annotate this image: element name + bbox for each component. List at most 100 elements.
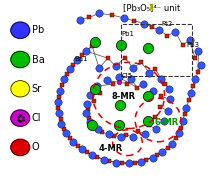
Point xyxy=(97,12,101,15)
Point xyxy=(96,128,100,131)
Text: Pb1: Pb1 xyxy=(121,31,134,37)
Point xyxy=(160,95,163,98)
Point xyxy=(89,93,92,96)
Point xyxy=(21,115,25,119)
Point xyxy=(71,140,75,143)
Point xyxy=(151,156,154,159)
Point xyxy=(68,67,72,70)
Point xyxy=(85,102,89,105)
Point xyxy=(19,114,22,117)
Point xyxy=(153,116,157,119)
Point xyxy=(90,44,94,47)
Text: Sr: Sr xyxy=(32,84,42,94)
Text: Pb: Pb xyxy=(32,25,44,35)
Point xyxy=(90,153,93,156)
Point xyxy=(127,162,130,165)
Point xyxy=(179,126,183,129)
Point xyxy=(185,106,188,109)
Point xyxy=(80,54,84,57)
Point xyxy=(93,87,97,90)
Point xyxy=(160,78,163,81)
Point xyxy=(174,137,178,140)
Point xyxy=(60,84,64,87)
Point xyxy=(16,115,19,119)
Point xyxy=(168,98,172,101)
Point xyxy=(57,112,61,115)
Point xyxy=(140,61,143,64)
Point xyxy=(146,47,150,50)
Point xyxy=(142,22,146,25)
Point xyxy=(84,50,88,53)
Point xyxy=(117,76,121,79)
Point xyxy=(80,148,83,151)
Point xyxy=(16,118,19,121)
Point xyxy=(141,83,145,86)
Text: 6-MR: 6-MR xyxy=(155,118,179,127)
Point xyxy=(167,87,171,90)
Point xyxy=(65,132,68,135)
Point xyxy=(59,122,63,125)
Point xyxy=(117,123,121,126)
Point xyxy=(57,95,61,98)
Circle shape xyxy=(11,81,30,97)
Text: [Pb₃O₅]⁴⁻ unit: [Pb₃O₅]⁴⁻ unit xyxy=(123,3,180,12)
Point xyxy=(189,91,192,94)
Point xyxy=(131,67,135,70)
Point xyxy=(119,44,123,47)
Point xyxy=(114,161,117,164)
Point xyxy=(92,124,95,127)
Point xyxy=(58,89,62,92)
Point xyxy=(102,158,105,161)
Point xyxy=(170,142,174,145)
Point xyxy=(105,79,109,82)
Point xyxy=(68,136,72,139)
Point xyxy=(183,113,187,116)
Point xyxy=(120,162,124,165)
Point xyxy=(125,133,128,136)
Point xyxy=(87,107,90,110)
Point xyxy=(146,119,150,122)
Point xyxy=(123,56,127,59)
Point xyxy=(107,133,111,136)
Point xyxy=(131,136,135,139)
Point xyxy=(193,78,197,81)
Text: O: O xyxy=(32,143,39,152)
Point xyxy=(96,156,99,159)
Point xyxy=(88,16,91,19)
Point xyxy=(59,117,62,120)
Point xyxy=(174,31,177,34)
Text: Ba: Ba xyxy=(32,55,44,64)
Point xyxy=(111,14,114,17)
Point xyxy=(87,116,90,119)
Point xyxy=(117,80,121,83)
Point xyxy=(143,133,147,136)
Bar xyxy=(121,24,192,76)
Circle shape xyxy=(11,22,30,38)
Point xyxy=(147,123,151,126)
Point xyxy=(193,57,197,60)
Point xyxy=(56,101,60,104)
Point xyxy=(119,136,123,139)
Point xyxy=(146,95,150,98)
Point xyxy=(151,89,154,92)
Point xyxy=(132,19,136,22)
Point xyxy=(97,67,101,70)
Point xyxy=(157,29,161,32)
Point xyxy=(166,34,169,37)
Point xyxy=(177,132,181,135)
Point xyxy=(129,78,133,81)
Point xyxy=(181,119,185,122)
Point xyxy=(158,105,161,108)
Point xyxy=(62,127,65,130)
Point xyxy=(137,130,140,133)
Point xyxy=(57,106,60,109)
Point xyxy=(196,71,200,74)
Circle shape xyxy=(11,51,30,68)
Point xyxy=(136,86,139,89)
Text: Pb3: Pb3 xyxy=(186,42,199,48)
Text: Cl5: Cl5 xyxy=(121,73,132,79)
Point xyxy=(76,58,79,61)
Point xyxy=(139,160,142,163)
Point xyxy=(153,67,157,70)
Point xyxy=(112,83,115,86)
